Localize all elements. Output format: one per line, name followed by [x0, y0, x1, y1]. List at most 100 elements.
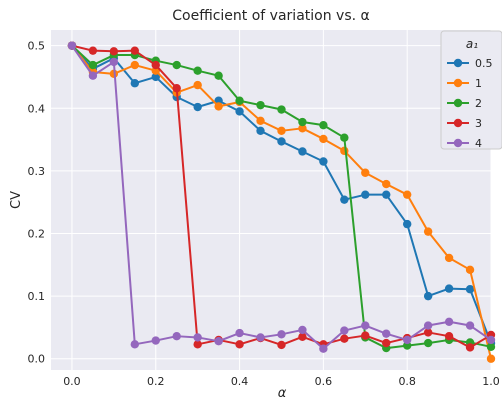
y-axis-label: CV: [9, 191, 24, 209]
data-point: [465, 321, 475, 330]
data-point: [256, 333, 265, 342]
data-point: [465, 343, 475, 352]
data-point: [361, 331, 370, 340]
data-point: [88, 71, 98, 80]
data-point: [193, 340, 202, 349]
data-point: [130, 79, 140, 88]
legend: a₁ 0.5 1 2 3 4: [440, 30, 502, 150]
data-point: [486, 354, 496, 363]
data-point: [214, 336, 223, 346]
data-point: [235, 96, 244, 105]
x-axis-label: α: [278, 386, 287, 401]
data-point: [130, 340, 140, 349]
data-point: [88, 60, 98, 70]
data-point: [444, 331, 454, 341]
data-point: [130, 60, 140, 70]
y-tick-label: 0.2: [28, 227, 46, 240]
x-tick-label: 0.4: [231, 375, 249, 388]
x-tick-label: 0.2: [147, 375, 165, 388]
legend-marker: [453, 118, 463, 128]
data-point: [277, 340, 286, 350]
legend-label: 0.5: [475, 57, 493, 70]
y-tick-label: 0.3: [28, 165, 46, 178]
data-point: [151, 336, 160, 345]
data-point: [465, 285, 475, 294]
data-point: [256, 100, 265, 110]
data-point: [382, 338, 391, 348]
legend-label: 4: [475, 137, 482, 150]
y-tick-label: 0.0: [28, 353, 46, 366]
data-point: [423, 338, 433, 348]
data-point: [423, 328, 433, 337]
data-point: [402, 219, 412, 229]
y-tick-label: 0.5: [28, 40, 46, 53]
data-point: [340, 195, 349, 204]
data-point: [298, 147, 307, 156]
x-tick-label: 0.0: [63, 375, 81, 388]
data-point: [88, 46, 98, 55]
data-point: [277, 137, 286, 146]
legend-label: 2: [475, 97, 482, 110]
data-point: [382, 179, 391, 189]
data-point: [382, 190, 391, 199]
data-point: [298, 325, 307, 335]
legend-marker: [453, 58, 463, 68]
data-point: [277, 330, 286, 339]
data-point: [235, 107, 244, 116]
data-point: [151, 60, 160, 70]
series-2: [67, 41, 496, 353]
data-point: [340, 133, 349, 142]
data-point: [109, 57, 119, 67]
data-point: [256, 126, 265, 136]
data-point: [109, 47, 119, 56]
plot-area: [51, 30, 491, 370]
data-point: [340, 326, 349, 335]
legend-label: 3: [475, 117, 482, 130]
data-point: [319, 134, 328, 144]
data-point: [423, 227, 433, 236]
data-point: [193, 102, 202, 112]
data-point: [130, 46, 140, 55]
data-point: [402, 190, 412, 199]
data-point: [172, 84, 181, 93]
x-tick-label: 0.8: [398, 375, 416, 388]
data-point: [235, 340, 244, 349]
legend-marker: [453, 98, 463, 108]
data-point: [319, 344, 328, 353]
data-point: [298, 117, 307, 127]
legend-marker: [453, 138, 463, 148]
data-point: [151, 72, 160, 82]
legend-label: 1: [475, 77, 482, 90]
data-point: [298, 332, 307, 342]
x-tick-label: 0.6: [315, 375, 333, 388]
y-tick-label: 0.4: [28, 102, 46, 115]
data-point: [193, 333, 202, 342]
data-point: [361, 168, 370, 177]
legend-marker: [453, 78, 463, 88]
data-point: [67, 41, 77, 50]
data-point: [172, 60, 181, 70]
data-point: [214, 71, 223, 80]
legend-title: a₁: [466, 37, 478, 51]
data-point: [235, 328, 244, 338]
data-point: [486, 342, 496, 352]
data-point: [214, 102, 223, 111]
data-point: [402, 335, 412, 345]
data-point: [423, 291, 433, 301]
data-point: [319, 157, 328, 166]
x-tick-label: 1.0: [482, 375, 500, 388]
data-point: [465, 265, 475, 275]
series-layer: [67, 41, 496, 363]
data-point: [486, 335, 496, 345]
data-point: [193, 66, 202, 75]
data-point: [193, 80, 202, 90]
data-point: [444, 284, 454, 293]
data-point: [444, 253, 454, 263]
data-point: [340, 334, 349, 343]
data-point: [361, 190, 370, 199]
tick-labels: 0.0 0.2 0.4 0.6 0.8 1.0 0.0 0.1 0.2 0.3 0.4 0.5: [28, 40, 500, 388]
data-point: [277, 105, 286, 114]
data-point: [298, 124, 307, 133]
y-tick-label: 0.1: [28, 290, 46, 303]
